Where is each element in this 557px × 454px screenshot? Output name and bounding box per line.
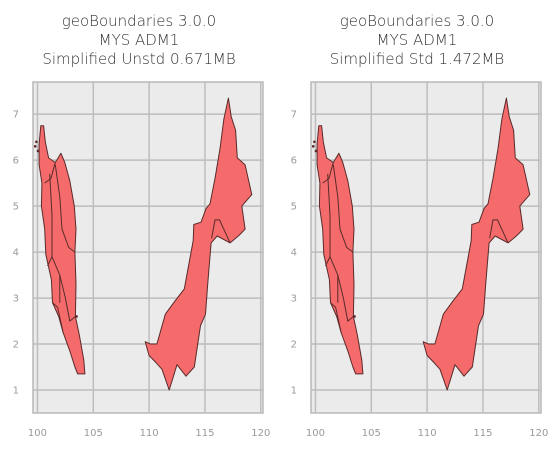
x-tick-label: 105: [84, 428, 103, 439]
state-boundary-line: [329, 256, 354, 323]
y-tick-label: 7: [291, 110, 297, 121]
x-tick-label: 100: [306, 428, 325, 439]
y-tick-label: 5: [13, 202, 19, 213]
chart-title: geoBoundaries 3.0.0 MYS ADM1 Simplified …: [0, 12, 278, 69]
state-boundary-line: [211, 219, 231, 244]
y-tick-label: 4: [291, 248, 297, 259]
y-tick-label: 6: [291, 156, 297, 167]
east-malaysia-shape: [144, 97, 253, 391]
title-line-1: geoBoundaries 3.0.0: [61, 12, 217, 30]
state-boundary-line: [47, 173, 53, 267]
island-mark: [33, 145, 37, 148]
x-tick-label: 115: [473, 428, 492, 439]
title-line-3: Simplified Unstd 0.671MB: [42, 50, 236, 68]
title-line-2: MYS ADM1: [98, 31, 180, 49]
x-tick-label: 115: [195, 428, 214, 439]
island-mark: [314, 149, 318, 153]
state-boundary-line: [325, 173, 331, 267]
island-mark: [36, 149, 40, 153]
island-mark: [75, 315, 78, 318]
state-boundary-line: [322, 162, 334, 184]
east-malaysia-shape: [422, 97, 531, 391]
x-tick-label: 120: [529, 428, 548, 439]
x-tick-label: 110: [140, 428, 159, 439]
y-tick-label: 2: [291, 340, 297, 351]
title-line-3: Simplified Std 1.472MB: [329, 50, 505, 68]
title-line-2: MYS ADM1: [376, 31, 458, 49]
x-tick-label: 100: [28, 428, 47, 439]
state-boundary-line: [489, 219, 509, 244]
title-line-1: geoBoundaries 3.0.0: [339, 12, 495, 30]
island-mark: [311, 145, 315, 148]
island-mark: [35, 140, 38, 144]
y-tick-label: 3: [291, 294, 297, 305]
map-plot: 100 105 110 115 120 1 2 3 4 5 6 7: [291, 81, 548, 439]
x-tick-label: 105: [362, 428, 381, 439]
state-boundary-line: [44, 162, 56, 184]
state-boundary-line: [51, 256, 76, 323]
y-tick-label: 3: [13, 294, 19, 305]
island-mark: [313, 140, 316, 144]
state-boundary-line: [330, 302, 342, 333]
state-boundary-line: [52, 302, 64, 333]
island-mark: [353, 315, 356, 318]
x-tick-label: 110: [418, 428, 437, 439]
y-tick-label: 1: [291, 386, 297, 397]
y-tick-label: 2: [13, 340, 19, 351]
y-tick-label: 6: [13, 156, 19, 167]
y-tick-label: 4: [13, 248, 19, 259]
state-boundary-line: [332, 164, 354, 253]
map-panel-std: geoBoundaries 3.0.0 MYS ADM1 Simplified …: [278, 0, 556, 454]
y-tick-label: 1: [13, 386, 19, 397]
map-plot: 100 105 110 115 120 1 2 3 4 5 6 7: [13, 81, 270, 439]
y-tick-label: 7: [13, 110, 19, 121]
x-tick-label: 120: [251, 428, 270, 439]
y-tick-label: 5: [291, 202, 297, 213]
chart-title: geoBoundaries 3.0.0 MYS ADM1 Simplified …: [278, 12, 556, 69]
state-boundary-line: [54, 164, 76, 253]
map-panel-unstd: geoBoundaries 3.0.0 MYS ADM1 Simplified …: [0, 0, 278, 454]
